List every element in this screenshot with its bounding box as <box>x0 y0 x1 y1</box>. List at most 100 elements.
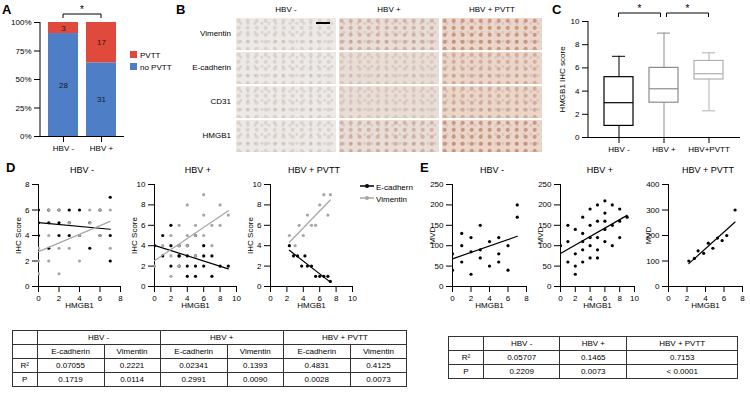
svg-text:2: 2 <box>469 294 474 303</box>
svg-text:2: 2 <box>169 294 174 303</box>
svg-text:31: 31 <box>97 95 106 104</box>
svg-text:HBV +: HBV + <box>652 145 676 154</box>
svg-text:4: 4 <box>25 231 30 240</box>
svg-text:10: 10 <box>253 180 262 189</box>
svg-text:HMGB1: HMGB1 <box>181 301 210 310</box>
svg-text:75%: 75% <box>15 47 31 56</box>
svg-text:8: 8 <box>524 294 529 303</box>
svg-text:400: 400 <box>646 180 660 189</box>
svg-text:200: 200 <box>538 200 552 209</box>
svg-text:6: 6 <box>575 63 580 72</box>
svg-text:HMGB1: HMGB1 <box>691 301 720 310</box>
svg-text:2: 2 <box>685 294 690 303</box>
svg-text:2: 2 <box>575 110 580 119</box>
svg-text:25%: 25% <box>15 104 31 113</box>
html-text:A: A <box>2 2 12 17</box>
svg-text:10: 10 <box>630 294 639 303</box>
svg-text:0: 0 <box>141 282 146 291</box>
svg-text:*: * <box>638 3 642 14</box>
svg-text:6: 6 <box>141 221 146 230</box>
svg-text:8: 8 <box>334 294 339 303</box>
svg-text:50: 50 <box>435 262 444 271</box>
svg-text:150: 150 <box>430 220 444 230</box>
svg-text:IHC Score: IHC Score <box>246 217 255 254</box>
svg-text:8: 8 <box>740 294 745 303</box>
svg-text:HMGB1: HMGB1 <box>583 301 612 310</box>
svg-text:0: 0 <box>558 294 563 303</box>
svg-text:10: 10 <box>137 180 146 189</box>
svg-text:8: 8 <box>25 180 30 189</box>
svg-text:6: 6 <box>25 206 30 215</box>
html-text:HBV -: HBV - <box>70 165 94 175</box>
svg-text:HBV -: HBV - <box>608 145 630 154</box>
svg-text:2: 2 <box>57 294 62 303</box>
svg-text:HMGB1: HMGB1 <box>475 301 504 310</box>
html-text:HBV +: HBV + <box>586 165 614 175</box>
svg-text:10: 10 <box>348 294 357 303</box>
svg-text:4: 4 <box>141 241 146 250</box>
html-text:B: B <box>176 2 186 17</box>
svg-text:200: 200 <box>430 200 444 209</box>
svg-text:HBV+PVTT: HBV+PVTT <box>688 145 730 154</box>
svg-text:8: 8 <box>218 294 223 303</box>
svg-text:4: 4 <box>575 87 580 96</box>
svg-text:HMGB1: HMGB1 <box>65 301 94 310</box>
svg-text:10: 10 <box>232 294 241 303</box>
svg-text:0%: 0% <box>20 132 32 141</box>
svg-text:2: 2 <box>257 262 262 271</box>
svg-text:10: 10 <box>571 17 580 26</box>
svg-text:2: 2 <box>25 257 30 266</box>
svg-text:2: 2 <box>141 262 146 271</box>
svg-text:100%: 100% <box>11 18 31 27</box>
svg-text:300: 300 <box>646 206 660 215</box>
svg-text:4: 4 <box>257 241 262 250</box>
svg-text:50%: 50% <box>15 75 31 84</box>
html-text:C: C <box>552 2 562 17</box>
svg-text:8: 8 <box>575 40 580 49</box>
svg-text:8: 8 <box>141 200 146 209</box>
svg-text:100: 100 <box>646 257 660 266</box>
svg-text:MVD: MVD <box>536 226 545 244</box>
svg-text:6: 6 <box>98 294 103 303</box>
svg-text:0: 0 <box>575 133 580 142</box>
svg-text:0: 0 <box>547 282 552 291</box>
svg-text:*: * <box>80 4 84 15</box>
html-text:HBV +: HBV + <box>184 165 212 175</box>
svg-text:2: 2 <box>285 294 290 303</box>
svg-text:*: * <box>686 3 690 14</box>
svg-text:IHC Score: IHC Score <box>130 217 139 254</box>
svg-text:IHC Score: IHC Score <box>14 217 23 254</box>
svg-text:3: 3 <box>61 24 66 33</box>
svg-text:6: 6 <box>257 221 262 230</box>
svg-text:6: 6 <box>722 294 727 303</box>
svg-text:6: 6 <box>506 294 511 303</box>
svg-text:0: 0 <box>268 294 273 303</box>
svg-text:8: 8 <box>257 200 262 209</box>
svg-text:0: 0 <box>257 282 262 291</box>
svg-text:8: 8 <box>118 294 123 303</box>
html-text:D: D <box>6 160 16 175</box>
svg-text:0: 0 <box>25 282 30 291</box>
svg-text:HBV +: HBV + <box>90 144 114 153</box>
svg-text:0: 0 <box>655 282 660 291</box>
svg-text:50: 50 <box>543 262 552 271</box>
svg-text:HMGB1 IHC score: HMGB1 IHC score <box>558 46 567 113</box>
svg-text:MVD: MVD <box>644 226 653 244</box>
svg-text:250: 250 <box>538 180 552 189</box>
html-text:HBV + PVTT: HBV + PVTT <box>288 165 340 175</box>
svg-text:2: 2 <box>573 294 578 303</box>
svg-text:HBV -: HBV - <box>53 144 75 153</box>
svg-text:28: 28 <box>59 81 68 90</box>
svg-text:HMGB1: HMGB1 <box>297 301 326 310</box>
svg-text:17: 17 <box>97 38 106 47</box>
svg-text:0: 0 <box>450 294 455 303</box>
svg-text:100: 100 <box>430 241 444 251</box>
svg-text:250: 250 <box>430 180 444 189</box>
svg-text:MVD: MVD <box>428 226 437 244</box>
svg-text:0: 0 <box>152 294 157 303</box>
svg-text:0: 0 <box>439 282 444 291</box>
svg-text:8: 8 <box>617 294 622 303</box>
html-text:HBV -: HBV - <box>480 165 504 175</box>
svg-text:0: 0 <box>36 294 41 303</box>
svg-text:0: 0 <box>666 294 671 303</box>
